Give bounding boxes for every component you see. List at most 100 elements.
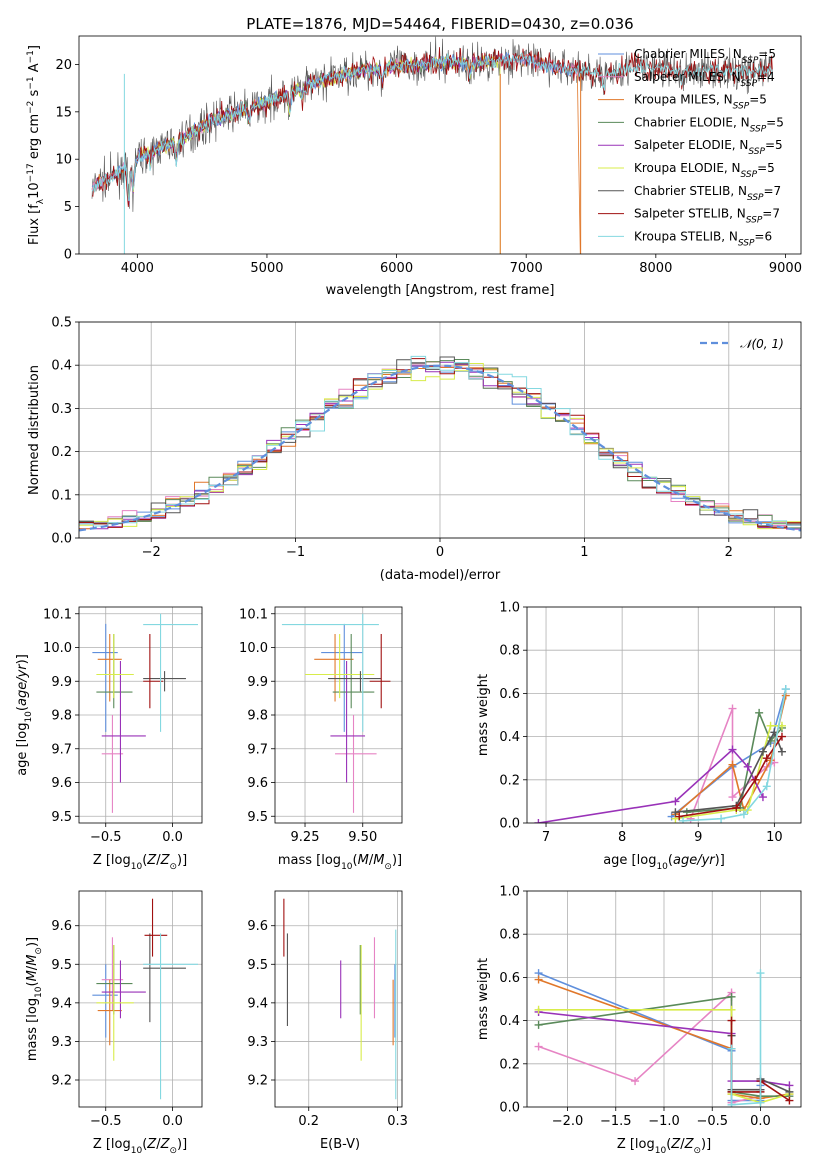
mass_vs_ebv-ytick-label: 9.6 bbox=[247, 919, 268, 934]
age_vs_Z-xtick-label: 0.0 bbox=[162, 830, 183, 845]
spectrum-xtick-label: 4000 bbox=[121, 261, 154, 276]
mass_vs_Z-point-kroupa-elodie bbox=[96, 945, 134, 1061]
spectrum-ytick-label: 15 bbox=[55, 105, 72, 120]
spectrum-frame bbox=[78, 35, 802, 255]
age-vs-mass-xlabel: mass [log10(M/M⊙)] bbox=[278, 853, 402, 872]
weight_vs_age-marker bbox=[777, 747, 786, 756]
spectrum-xtick-label: 6000 bbox=[380, 261, 413, 276]
legend-entry-chabrier-elodie: Chabrier ELODIE, NSSP=5 bbox=[634, 115, 784, 134]
age_vs_Z-plot-area bbox=[92, 613, 198, 813]
spectrum-series-salpeter-stelib bbox=[91, 47, 773, 208]
weight_vs_Z-xtick-label: 0.0 bbox=[750, 1114, 771, 1129]
weight_vs_age-ytick-label: 0.4 bbox=[499, 730, 520, 745]
age_vs_Z-ytick-label: 9.9 bbox=[51, 675, 72, 690]
age_vs_Z-axes: −0.5 0.0 9.5 9.6 9.7 9.8 9.9 10.0 10.1 bbox=[43, 607, 202, 845]
age_vs_Z-ytick-label: 9.5 bbox=[51, 810, 72, 825]
normal-reference-curve bbox=[79, 364, 801, 532]
spectrum-ytick-label: 0 bbox=[64, 248, 72, 263]
age_vs_Z-point-kroupa-stelib bbox=[143, 613, 198, 732]
spectrum-ylabel: Flux [fλ10−17 erg cm−2 s−1 A−1] bbox=[26, 45, 46, 245]
weight_vs_age-marker bbox=[679, 816, 688, 823]
age-vs-z-ylabel: age [log10(age/yr)] bbox=[15, 654, 34, 776]
residuals-frame bbox=[78, 321, 802, 539]
residuals-xtick-label: 0 bbox=[436, 545, 444, 560]
legend-entry-salpeter-miles: Salpeter MILES, NSSP=4 bbox=[634, 70, 775, 89]
mass_vs_Z-plot-area bbox=[92, 898, 198, 1100]
weight_vs_Z-marker bbox=[785, 1096, 794, 1105]
mass_vs_Z-frame bbox=[78, 890, 203, 1108]
legend-entry-normal: 𝒩(0, 1) bbox=[740, 337, 784, 351]
mass_vs_ebv-ytick-label: 9.2 bbox=[247, 1074, 268, 1089]
weight_vs_age-marker bbox=[758, 747, 767, 756]
weight_vs_Z-series-salpeter-miles bbox=[534, 988, 765, 1107]
residuals-plot-area bbox=[79, 355, 801, 532]
weight_vs_age-marker bbox=[728, 704, 737, 713]
weight_vs_age-frame bbox=[526, 606, 802, 824]
age_vs_mass-ytick-label: 10.1 bbox=[239, 607, 268, 622]
residuals-xtick-label: −2 bbox=[142, 545, 161, 560]
residuals-xtick-label: 2 bbox=[725, 545, 733, 560]
age_vs_Z-frame bbox=[78, 606, 203, 824]
legend-entry-chabrier-miles: Chabrier MILES, NSSP=5 bbox=[634, 47, 776, 66]
weight_vs_age-series-salpeter-elodie bbox=[534, 745, 767, 823]
age_vs_mass-xtick-label: 9.25 bbox=[291, 830, 320, 845]
weight_vs_age-marker bbox=[728, 793, 737, 802]
weight_vs_Z-ytick-label: 0.2 bbox=[499, 1057, 520, 1072]
mass_vs_Z-ytick-label: 9.2 bbox=[51, 1074, 72, 1089]
mass_vs_Z-point-chabrier-stelib bbox=[143, 933, 186, 1023]
weight_vs_Z-ytick-label: 0.4 bbox=[499, 1014, 520, 1029]
weight-vs-z-xlabel: Z [log10(Z/Z⊙)] bbox=[617, 1137, 711, 1156]
age_vs_mass-ytick-label: 9.9 bbox=[247, 675, 268, 690]
legend-entry-chabrier-stelib: Chabrier STELIB, NSSP=7 bbox=[634, 184, 781, 203]
weight_vs_Z-marker bbox=[534, 1020, 543, 1029]
legend-entry-kroupa-elodie: Kroupa ELODIE, NSSP=5 bbox=[634, 161, 775, 180]
weight_vs_age-marker bbox=[755, 708, 764, 717]
age_vs_Z-ytick-label: 10.1 bbox=[43, 607, 72, 622]
weight_vs_age-marker bbox=[717, 814, 726, 823]
weight_vs_age-xtick-label: 7 bbox=[542, 830, 550, 845]
weight_vs_Z-marker bbox=[727, 1005, 736, 1014]
weight_vs_Z-xtick-label: −0.5 bbox=[696, 1114, 728, 1129]
weight_vs_Z-marker bbox=[534, 975, 543, 984]
spectrum-ytick-label: 20 bbox=[55, 58, 72, 73]
weight_vs_age-marker bbox=[671, 808, 680, 817]
mass_vs_ebv-ytick-label: 9.3 bbox=[247, 1035, 268, 1050]
age_vs_mass-ytick-label: 9.6 bbox=[247, 776, 268, 791]
weight_vs_age-ytick-label: 0.6 bbox=[499, 687, 520, 702]
mass_vs_Z-point-kroupa-miles bbox=[97, 979, 122, 1046]
residuals-ytick-label: 0.2 bbox=[51, 445, 72, 460]
age_vs_mass-axes: 9.25 9.50 9.5 9.6 9.7 9.8 9.9 10.0 10.1 bbox=[239, 607, 402, 845]
weight_vs_Z-ytick-label: 0.0 bbox=[499, 1101, 520, 1116]
weight_vs_Z-marker bbox=[727, 1016, 736, 1025]
weight_vs_age-marker bbox=[743, 762, 752, 771]
weight_vs_age-marker bbox=[732, 803, 741, 812]
weight-vs-age-xlabel: age [log10(age/yr)] bbox=[603, 853, 725, 872]
weight_vs_age-marker bbox=[675, 812, 684, 821]
age_vs_Z-ytick-label: 9.6 bbox=[51, 776, 72, 791]
spectrum-series-kroupa-stelib bbox=[91, 51, 773, 201]
weight_vs_Z-marker bbox=[534, 1042, 543, 1051]
weight_vs_age-ytick-label: 0.2 bbox=[499, 773, 520, 788]
age_vs_mass-point-chabrier-miles bbox=[321, 623, 363, 732]
weight_vs_Z-series-kroupa-stelib bbox=[727, 969, 765, 1107]
weight_vs_Z-xtick-label: −2.0 bbox=[552, 1114, 584, 1129]
weight_vs_Z-xtick-label: −1.0 bbox=[648, 1114, 680, 1129]
weight_vs_age-marker bbox=[762, 782, 771, 791]
weight_vs_Z-marker bbox=[756, 1098, 765, 1107]
weight_vs_age-series-salpeter-stelib bbox=[675, 732, 786, 821]
weight-vs-z-ylabel: mass weight bbox=[476, 958, 491, 1040]
mass_vs_Z-ytick-label: 9.3 bbox=[51, 1035, 72, 1050]
spectrum-axes: 4000 5000 6000 7000 8000 9000 0 5 10 15 20 bbox=[55, 58, 802, 276]
mass_vs_ebv-xtick-label: 0.2 bbox=[298, 1114, 319, 1129]
weight_vs_Z-marker bbox=[756, 969, 765, 978]
mass_vs_Z-axes: −0.5 0.0 9.2 9.3 9.4 9.5 9.6 bbox=[51, 891, 202, 1129]
legend-entry-salpeter-stelib: Salpeter STELIB, NSSP=7 bbox=[634, 207, 780, 226]
weight_vs_age-marker bbox=[671, 797, 680, 806]
residuals-xtick-label: −1 bbox=[286, 545, 305, 560]
weight_vs_age-marker bbox=[728, 745, 737, 754]
mass_vs_ebv-plot-area bbox=[283, 898, 397, 1100]
age_vs_Z-ytick-label: 10.0 bbox=[43, 641, 72, 656]
weight_vs_Z-marker bbox=[785, 1087, 794, 1096]
